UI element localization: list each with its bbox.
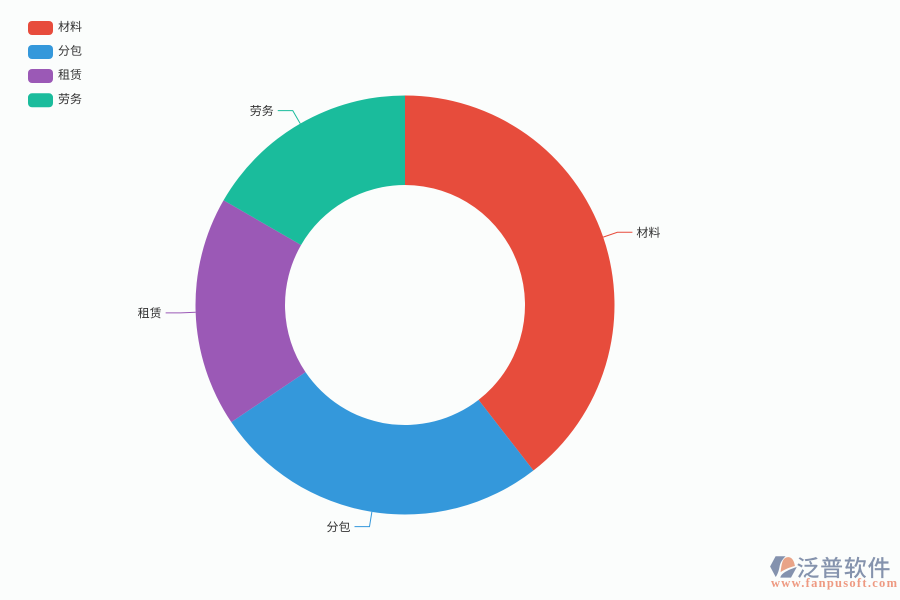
- svg-text:www.fanpusoft.com: www.fanpusoft.com: [771, 576, 898, 590]
